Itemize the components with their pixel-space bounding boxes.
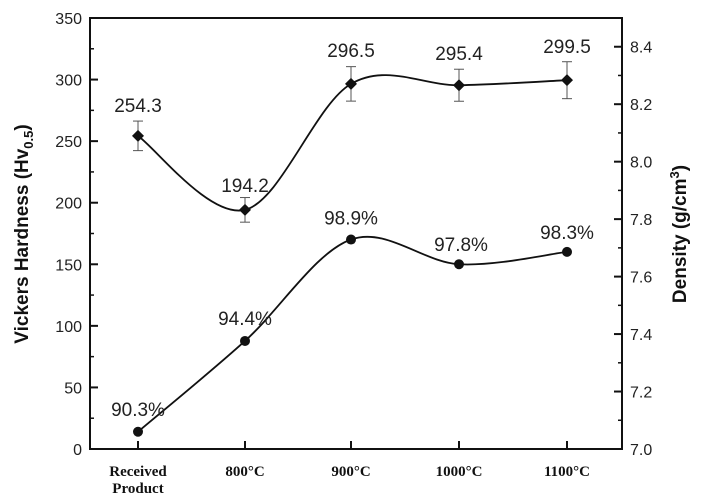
density-data-label: 98.9%: [324, 209, 378, 230]
left-tick-label: 300: [55, 73, 82, 90]
density-point: [346, 234, 356, 245]
left-axis-title-end: ): [12, 124, 33, 130]
right-tick-label: 8.4: [630, 40, 652, 57]
left-tick-label: 0: [73, 442, 82, 459]
hardness-data-label: 295.4: [435, 44, 483, 65]
x-tick-label: 900°C: [331, 464, 370, 480]
left-tick-label: 250: [55, 134, 82, 151]
density-point: [454, 259, 464, 270]
hardness-data-label: 296.5: [327, 41, 375, 62]
series-2-line: [137, 235, 568, 433]
left-axis-title-sub: 0.5: [21, 131, 36, 149]
right-axis-title-main: Density (g/cm: [670, 178, 691, 303]
hardness-point: [453, 79, 465, 92]
x-tick-label: 1100°C: [544, 464, 590, 480]
right-tick-label: 7.0: [630, 442, 652, 459]
x-tick-label: 1000°C: [436, 464, 483, 480]
series-1-line: [137, 74, 568, 212]
hardness-point: [239, 203, 251, 216]
density-point: [133, 426, 143, 437]
hardness-point: [561, 74, 573, 87]
right-axis-title-end: ): [670, 165, 691, 171]
left-axis-title: Vickers Hardness (Hv0.5): [12, 124, 36, 343]
right-tick-label: 7.4: [630, 327, 652, 344]
right-tick-label: 7.8: [630, 212, 652, 229]
left-tick-label: 350: [55, 11, 82, 28]
x-tick-label: Product: [112, 481, 163, 497]
right-tick-label: 7.6: [630, 270, 652, 287]
right-tick-label: 8.0: [630, 155, 652, 172]
right-axis-title: Density (g/cm3): [667, 165, 691, 303]
hardness-data-label: 194.2: [221, 176, 269, 197]
left-tick-label: 150: [55, 257, 82, 274]
left-axis-title-main: Vickers Hardness (Hv: [12, 148, 33, 343]
x-tick-label: 800°C: [225, 464, 264, 480]
hardness-point: [345, 77, 357, 90]
left-tick-label: 50: [64, 380, 82, 397]
density-data-label: 90.3%: [111, 400, 165, 421]
right-tick-label: 8.2: [630, 97, 652, 114]
hardness-data-label: 254.3: [114, 96, 162, 117]
left-tick-label: 200: [55, 196, 82, 213]
left-tick-label: 100: [55, 319, 82, 336]
right-axis-title-sup: 3: [667, 171, 682, 178]
density-data-label: 98.3%: [540, 223, 594, 244]
density-data-label: 97.8%: [434, 235, 488, 256]
hardness-point: [132, 129, 144, 142]
hardness-data-label: 299.5: [543, 37, 591, 58]
density-point: [562, 246, 572, 257]
density-point: [240, 335, 250, 346]
density-data-label: 94.4%: [218, 309, 272, 330]
right-tick-label: 7.2: [630, 385, 652, 402]
x-tick-label: Received: [109, 464, 167, 480]
